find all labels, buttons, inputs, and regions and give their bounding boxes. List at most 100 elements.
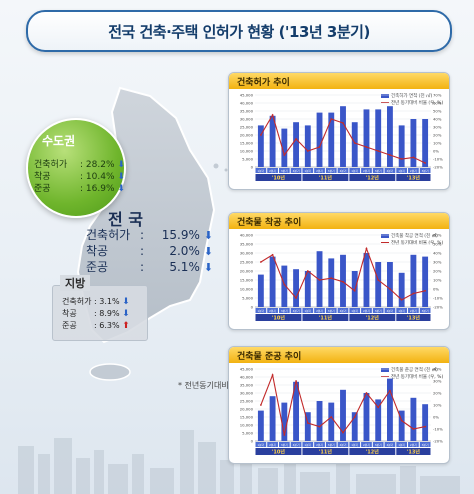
quarter-cell [419, 308, 431, 313]
bar [328, 258, 335, 307]
down-arrow-icon: ⬇ [203, 245, 213, 258]
bar [375, 262, 382, 307]
y2-tick-label: 40% [433, 367, 442, 372]
bar [257, 125, 264, 167]
y2-tick-label: 10% [433, 403, 442, 408]
x-tick-label: 2분기 [410, 443, 417, 447]
x-tick-label: 3분기 [281, 169, 288, 173]
down-arrow-icon: ⬇ [117, 172, 125, 182]
bar [422, 404, 429, 441]
national-complete-label: 준공 [86, 260, 109, 274]
line-point [365, 247, 368, 250]
y2-tick-label: 10% [433, 141, 442, 146]
quarter-cell [349, 442, 361, 447]
y-tick-label: 30,000 [240, 117, 254, 122]
quarter-cell [408, 442, 419, 447]
metro-complete-value: 16.9% [85, 184, 115, 194]
quarter-cell [325, 308, 337, 313]
line-point [365, 146, 368, 148]
bar [351, 412, 358, 441]
x-tick-label: 4분기 [386, 309, 393, 313]
y2-tick-label: 30% [433, 379, 442, 384]
quarter-cell [290, 168, 302, 173]
x-tick-label: 2분기 [316, 443, 323, 447]
x-tick-label: 3분기 [281, 443, 288, 447]
x-tick-label: 4분기 [293, 169, 300, 173]
bar [340, 389, 346, 441]
year-label: '10년 [272, 174, 285, 181]
quarter-cell [314, 168, 325, 173]
year-cell [349, 448, 396, 455]
quarter-cell [384, 442, 396, 447]
bar [410, 254, 417, 307]
year-cell [302, 174, 349, 181]
bar [328, 112, 335, 167]
year-label: '13년 [407, 314, 420, 321]
x-tick-label: 1분기 [257, 443, 264, 447]
metro-permit-value: 28.2% [85, 160, 115, 170]
national-row-start: 착공: 2.0% ⬇ [86, 244, 213, 258]
regional-title: 지방 [60, 275, 91, 291]
bar [410, 397, 417, 441]
metro-complete-label: 준공 [34, 184, 51, 194]
y-tick-label: 5,000 [242, 157, 253, 162]
y2-tick-label: 40% [433, 251, 442, 256]
quarter-cell [372, 442, 384, 447]
line-point [259, 404, 262, 406]
line-point [295, 380, 297, 382]
y2-tick-label: 20% [433, 391, 442, 396]
year-label: '10년 [272, 314, 285, 321]
year-cell [255, 174, 302, 181]
line-point [271, 114, 274, 116]
y-tick-label: 0 [251, 165, 254, 170]
y-tick-label: 25,000 [240, 399, 254, 404]
bar [351, 122, 358, 167]
y2-tick-label: 0% [433, 149, 439, 154]
y2-tick-label: 50% [433, 109, 442, 114]
y2-tick-label: 20% [433, 269, 442, 274]
down-arrow-icon: ⬇ [203, 229, 213, 242]
y2-tick-label: 50% [433, 242, 442, 247]
bar [363, 109, 370, 167]
line-point [377, 406, 380, 409]
y-tick-label: 35,000 [240, 109, 254, 114]
y-tick-label: 15,000 [240, 415, 254, 420]
x-tick-label: 4분기 [340, 169, 347, 173]
line-point [318, 279, 321, 281]
chart-title: 건축물 준공 추이 [237, 352, 302, 362]
quarter-cell [302, 168, 314, 173]
line-point [412, 292, 415, 295]
bar [316, 112, 323, 167]
line-point [342, 122, 344, 124]
y-tick-label: 5,000 [242, 296, 253, 301]
bar [410, 119, 417, 167]
quarter-cell [255, 168, 267, 173]
line-point [389, 288, 391, 290]
x-tick-label: 2분기 [269, 309, 276, 313]
line-point [412, 428, 415, 430]
bar [328, 402, 335, 441]
quarter-cell [396, 168, 408, 173]
x-tick-label: 1분기 [304, 169, 311, 173]
national-permit-value: 15.9% [161, 228, 200, 242]
quarter-cell [372, 168, 384, 173]
quarter-cell [325, 442, 337, 447]
x-tick-label: 2분기 [269, 169, 276, 173]
year-label: '13년 [407, 448, 420, 455]
y2-tick-label: -10% [433, 157, 443, 162]
bar [387, 378, 393, 441]
line-point [271, 374, 274, 376]
legend-bar: 건축허가 면적 (천 ㎡) [391, 94, 433, 99]
quarter-cell [255, 308, 267, 313]
bar [293, 381, 299, 441]
x-tick-label: 2분기 [363, 169, 370, 173]
year-cell [302, 448, 349, 455]
metro-permit-label: 건축허가 [34, 160, 68, 170]
regional-box [52, 285, 148, 341]
bar [398, 125, 405, 167]
y-tick-label: 15,000 [240, 141, 254, 146]
down-arrow-icon: ⬇ [117, 160, 125, 170]
y-tick-label: 30,000 [240, 391, 254, 396]
y2-tick-label: 20% [433, 133, 442, 138]
line-point [306, 270, 309, 272]
